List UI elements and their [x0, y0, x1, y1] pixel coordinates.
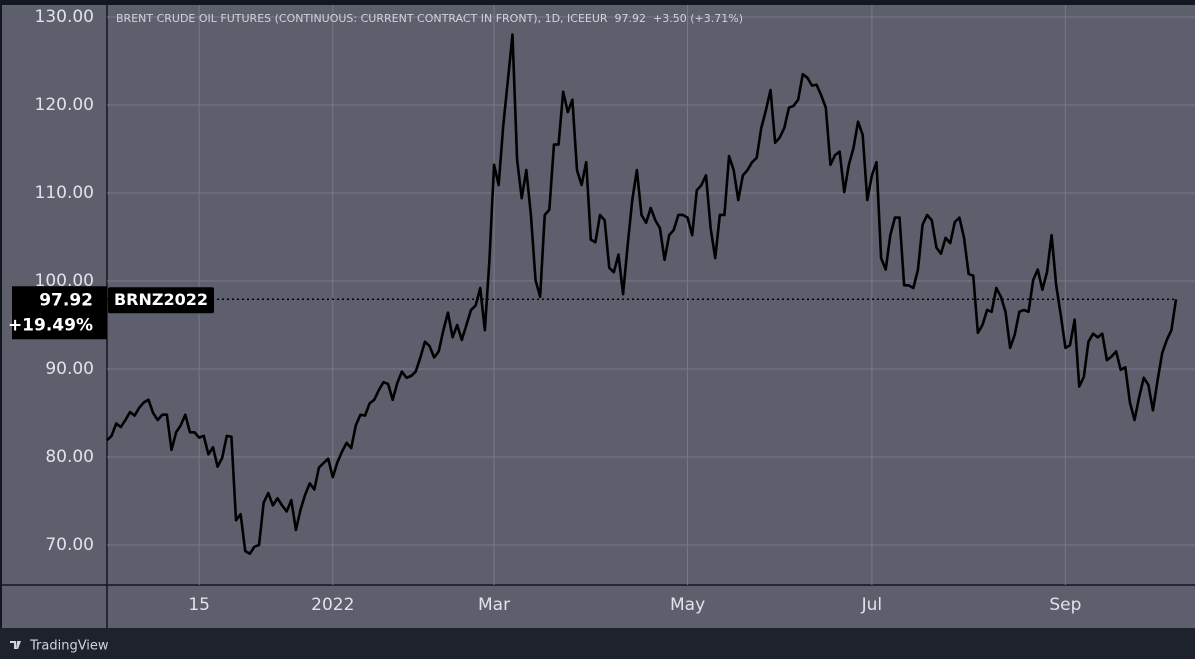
- y-tick-label: 90.00: [45, 359, 94, 379]
- last-price-label: 97.92: [39, 290, 93, 310]
- price-badge: [12, 286, 107, 340]
- price-line: [106, 33, 1178, 556]
- x-tick-label: Mar: [478, 595, 510, 615]
- footer-bar: [0, 628, 1195, 659]
- y-tick-label: 100.00: [35, 271, 94, 291]
- change-label: +19.49%: [8, 315, 93, 335]
- legend-label: BRNZ2022: [114, 290, 208, 309]
- plot: [106, 33, 1178, 556]
- x-tick-label: 15: [188, 595, 210, 615]
- y-tick-label: 70.00: [45, 535, 94, 555]
- y-tick-label: 110.00: [35, 183, 94, 203]
- y-tick-label: 120.00: [35, 95, 94, 115]
- x-tick-label: May: [670, 595, 705, 615]
- x-tick-label: Jul: [861, 595, 883, 615]
- y-tick-label: 130.00: [35, 7, 94, 27]
- chart-area: [2, 5, 1195, 628]
- chart-title: BRENT CRUDE OIL FUTURES (CONTINUOUS: CUR…: [116, 12, 743, 25]
- y-tick-label: 80.00: [45, 447, 94, 467]
- x-tick-label: Sep: [1049, 595, 1081, 615]
- footer-brand: TradingView: [29, 639, 109, 654]
- x-tick-label: 2022: [311, 595, 354, 615]
- footer: TradingView: [0, 628, 1195, 659]
- logo: [10, 641, 21, 649]
- symbol-badge: [108, 287, 214, 314]
